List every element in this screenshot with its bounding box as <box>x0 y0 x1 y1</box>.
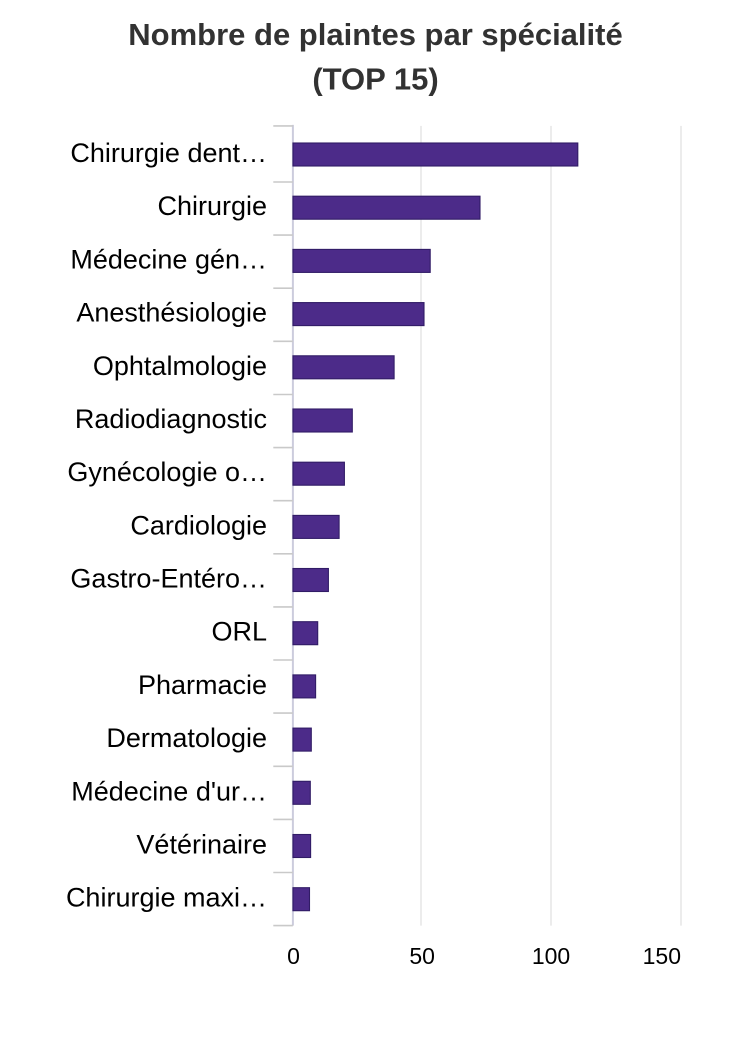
svg-text:150: 150 <box>643 943 681 969</box>
svg-text:Chirurgie maxi…: Chirurgie maxi… <box>66 883 267 913</box>
svg-text:Ophtalmologie: Ophtalmologie <box>93 351 267 381</box>
svg-text:Gastro-Entéro…: Gastro-Entéro… <box>70 564 267 594</box>
svg-text:Nombre de plaintes par spécial: Nombre de plaintes par spécialité <box>128 17 622 52</box>
svg-text:Vétérinaire: Vétérinaire <box>136 830 267 860</box>
svg-text:0: 0 <box>287 943 300 969</box>
svg-text:Radiodiagnostic: Radiodiagnostic <box>75 404 267 434</box>
svg-text:(TOP 15): (TOP 15) <box>312 62 438 97</box>
svg-text:Chirurgie dent…: Chirurgie dent… <box>70 138 267 168</box>
svg-text:Médecine gén…: Médecine gén… <box>70 244 267 274</box>
svg-text:Anesthésiologie: Anesthésiologie <box>76 298 267 328</box>
svg-text:100: 100 <box>532 943 570 969</box>
svg-text:50: 50 <box>409 943 435 969</box>
svg-text:Cardiologie: Cardiologie <box>130 510 267 540</box>
svg-text:ORL: ORL <box>211 617 267 647</box>
svg-text:Gynécologie o…: Gynécologie o… <box>67 457 267 487</box>
svg-text:Dermatologie: Dermatologie <box>106 723 267 753</box>
svg-text:Chirurgie: Chirurgie <box>157 191 267 221</box>
svg-text:Pharmacie: Pharmacie <box>138 670 267 700</box>
svg-text:Médecine d'ur…: Médecine d'ur… <box>71 776 267 806</box>
